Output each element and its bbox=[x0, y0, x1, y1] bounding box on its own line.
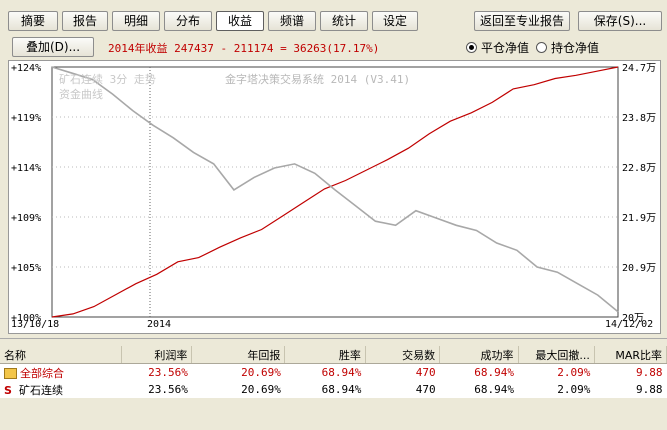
watermark-sub: 资金曲线 bbox=[59, 87, 103, 101]
y-right-tick-label: 21.9万 bbox=[622, 213, 656, 224]
y-left-tick-label: +119% bbox=[11, 113, 41, 124]
radio-hold-equity[interactable]: 持仓净值 bbox=[536, 39, 599, 56]
cell: 68.94% bbox=[284, 381, 366, 398]
equity-chart-svg: +124% 24.7万 +119% 23.8万 +114% 22.8万 +109% 21.9万… bbox=[11, 63, 656, 330]
cell: 23.56% bbox=[121, 363, 192, 381]
col-trades[interactable]: 交易数 bbox=[365, 346, 441, 364]
row-name-cell: S 矿石连续 bbox=[0, 381, 122, 398]
tab-summary[interactable]: 摘要 bbox=[8, 11, 58, 31]
cell: 2.09% bbox=[518, 381, 595, 398]
folder-icon bbox=[4, 368, 17, 379]
price-curve-line bbox=[51, 66, 619, 313]
row-name-cell: 全部综合 bbox=[0, 363, 122, 381]
col-name[interactable]: 名称 bbox=[0, 346, 123, 364]
y-right-tick-label: 23.8万 bbox=[622, 113, 656, 124]
y-right-tick-label: 24.7万 bbox=[622, 63, 656, 74]
tab-statistics[interactable]: 统计 bbox=[320, 11, 368, 31]
cell: 9.88 bbox=[594, 381, 667, 398]
equity-curve-line bbox=[51, 66, 619, 318]
row-name: 矿石连续 bbox=[19, 383, 63, 397]
cell: 68.94% bbox=[439, 363, 519, 381]
tab-settings[interactable]: 设定 bbox=[372, 11, 418, 31]
y-right-tick-label: 20万 bbox=[622, 313, 644, 324]
cell: 20.69% bbox=[191, 363, 285, 381]
cell: 20.69% bbox=[191, 381, 285, 398]
plot-border bbox=[51, 66, 619, 318]
tab-report[interactable]: 报告 bbox=[62, 11, 108, 31]
summary-table: 名称 利润率 年回报 胜率 交易数 成功率 最大回撤... MAR比率 全部综合… bbox=[0, 346, 667, 398]
radio-dot-checked bbox=[466, 42, 477, 53]
col-mar-ratio[interactable]: MAR比率 bbox=[594, 346, 667, 364]
row-name: 全部综合 bbox=[20, 366, 64, 380]
col-win-rate[interactable]: 胜率 bbox=[284, 346, 366, 364]
cell: 23.56% bbox=[121, 381, 192, 398]
cell: 2.09% bbox=[518, 363, 595, 381]
radio-hold-label: 持仓净值 bbox=[551, 41, 600, 55]
y-left-tick-label: +124% bbox=[11, 63, 41, 74]
save-button[interactable]: 保存(S)... bbox=[578, 11, 662, 31]
equity-chart[interactable]: +124% 24.7万 +119% 23.8万 +114% 22.8万 +109% 21.9万… bbox=[8, 60, 661, 334]
radio-flat-equity[interactable]: 平仓净值 bbox=[466, 39, 529, 56]
col-success-rate[interactable]: 成功率 bbox=[439, 346, 519, 364]
y-left-tick-label: +114% bbox=[11, 163, 41, 174]
y-right-tick-label: 22.8万 bbox=[622, 163, 656, 174]
col-profit-rate[interactable]: 利润率 bbox=[121, 346, 193, 364]
col-annual-return[interactable]: 年回报 bbox=[191, 346, 286, 364]
overlay-button[interactable]: 叠加(D)... bbox=[12, 37, 94, 57]
cell: 68.94% bbox=[284, 363, 366, 381]
tab-returns[interactable]: 收益 bbox=[216, 11, 264, 31]
y-left-tick-label: +105% bbox=[11, 263, 41, 274]
cell: 9.88 bbox=[594, 363, 667, 381]
cell: 470 bbox=[365, 363, 440, 381]
strategy-s-icon: S bbox=[4, 383, 12, 397]
table-row[interactable]: 全部综合 23.56% 20.69% 68.94% 470 68.94% 2.0… bbox=[0, 363, 667, 381]
watermark-title: 金字塔决策交易系统 2014 (V3.41) bbox=[225, 72, 410, 86]
radio-dot-unchecked bbox=[536, 42, 547, 53]
y-left-tick-label: +100% bbox=[11, 313, 41, 324]
col-max-drawdown[interactable]: 最大回撤... bbox=[518, 346, 595, 364]
table-header-row: 名称 利润率 年回报 胜率 交易数 成功率 最大回撤... MAR比率 bbox=[0, 346, 667, 364]
radio-flat-label: 平仓净值 bbox=[481, 41, 530, 55]
watermark-symbol: 矿石连续 3分 走势 bbox=[59, 72, 156, 86]
tab-detail[interactable]: 明细 bbox=[112, 11, 160, 31]
table-row[interactable]: S 矿石连续 23.56% 20.69% 68.94% 470 68.94% 2.… bbox=[0, 381, 667, 398]
divider bbox=[0, 338, 667, 339]
cell: 470 bbox=[365, 381, 440, 398]
y-left-tick-label: +109% bbox=[11, 213, 41, 224]
cell: 68.94% bbox=[439, 381, 519, 398]
back-to-report-button[interactable]: 返回至专业报告 bbox=[474, 11, 570, 31]
y-right-tick-label: 20.9万 bbox=[622, 263, 656, 274]
x-start-label: 13/10/18 bbox=[11, 319, 59, 330]
x-mid-label: 2014 bbox=[147, 319, 171, 330]
year-summary: 2014年收益 247437 - 211174 = 36263(17.17%) bbox=[108, 42, 380, 55]
x-end-label: 14/12/02 bbox=[605, 319, 653, 330]
tab-distribution[interactable]: 分布 bbox=[164, 11, 212, 31]
tab-spectrum[interactable]: 频谱 bbox=[268, 11, 316, 31]
